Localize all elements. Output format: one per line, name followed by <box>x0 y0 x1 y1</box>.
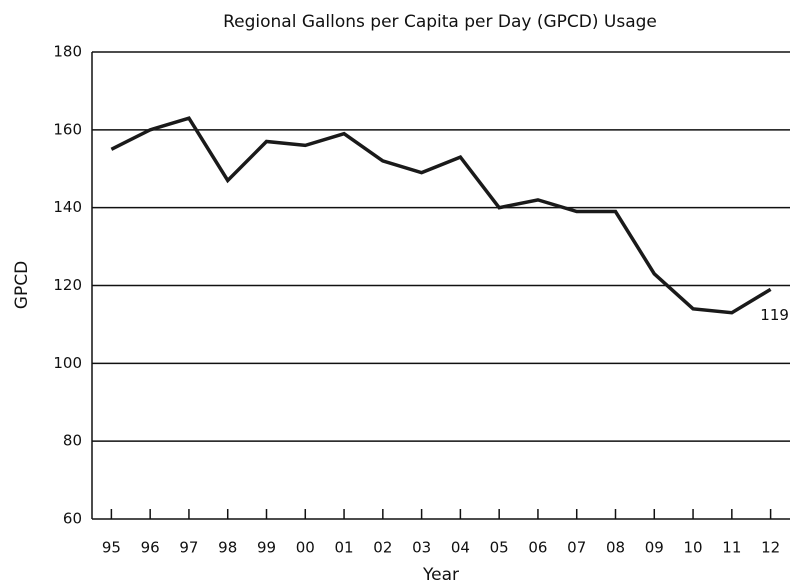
x-tick-label: 03 <box>412 539 431 557</box>
x-tick-label: 06 <box>528 539 547 557</box>
x-tick-label: 09 <box>645 539 664 557</box>
chart-title: Regional Gallons per Capita per Day (GPC… <box>223 12 657 32</box>
x-tick-label: 96 <box>141 539 160 557</box>
x-tick-label: 97 <box>179 539 198 557</box>
y-tick-label: 80 <box>63 432 82 450</box>
x-tick-label: 00 <box>296 539 315 557</box>
x-tick-label: 05 <box>490 539 509 557</box>
x-tick-label: 07 <box>567 539 586 557</box>
x-axis-label: Year <box>422 565 459 585</box>
y-tick-label: 120 <box>53 276 82 294</box>
data-line <box>110 116 772 315</box>
x-tick-label: 11 <box>722 539 741 557</box>
x-tick-label: 99 <box>257 539 276 557</box>
x-tick-label: 04 <box>451 539 470 557</box>
y-tick-label: 160 <box>53 120 82 138</box>
x-tick-label: 98 <box>218 539 237 557</box>
data-label: 119 <box>760 306 789 324</box>
x-tick-label: 10 <box>684 539 703 557</box>
x-tick-label: 12 <box>761 539 780 557</box>
x-tick-label: 02 <box>373 539 392 557</box>
x-tick-label: 08 <box>606 539 625 557</box>
y-tick-label: 180 <box>53 43 82 61</box>
y-tick-label: 60 <box>63 510 82 528</box>
y-tick-label: 100 <box>53 354 82 372</box>
y-tick-label: 140 <box>53 198 82 216</box>
x-tick-label: 95 <box>102 539 121 557</box>
y-axis-label: GPCD <box>12 261 32 309</box>
x-tick-label: 01 <box>335 539 354 557</box>
